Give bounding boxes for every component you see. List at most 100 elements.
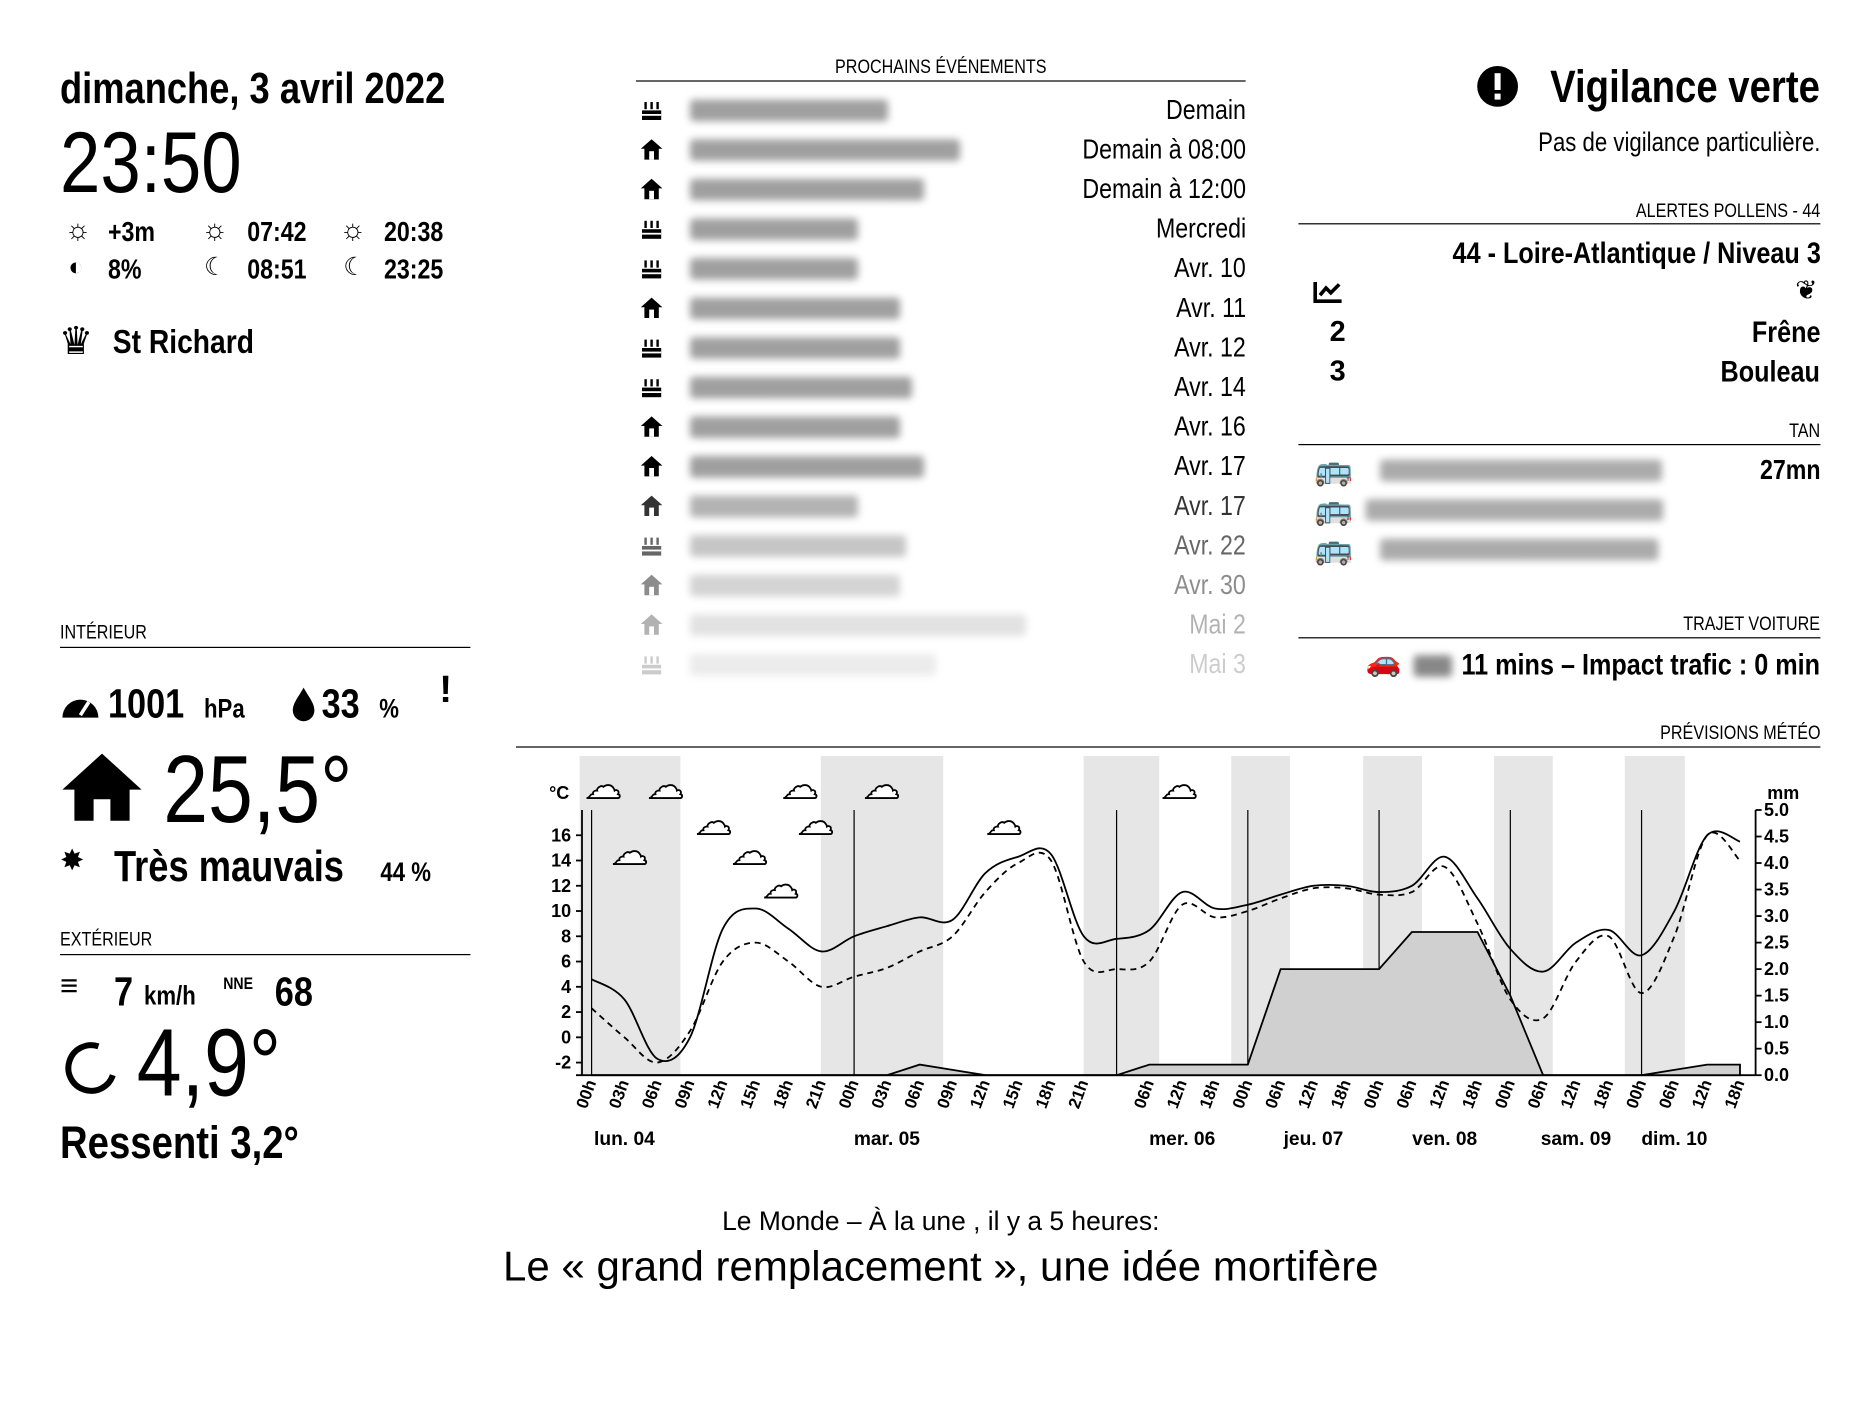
cake-icon — [642, 102, 662, 121]
house-icon — [640, 574, 663, 596]
air-quality-value: 44 % — [380, 856, 431, 887]
night-icon — [65, 1042, 116, 1094]
weather-icons-part: ☁ — [696, 801, 732, 842]
x-tick-label: 06h — [638, 1077, 666, 1111]
pressure: 1001 — [108, 681, 185, 728]
x-tick-label: 03h — [868, 1077, 896, 1111]
night-bands-part — [1083, 756, 1160, 1076]
weather-icons-part: ☁ — [612, 831, 648, 872]
blurred-text — [690, 139, 961, 161]
x-tick-label: 06h — [1655, 1077, 1683, 1111]
plant-icon: ❦ — [1795, 274, 1818, 305]
bus-icon: 🚌 — [1314, 490, 1353, 527]
y2-axis-unit: mm — [1767, 783, 1799, 803]
drop-icon — [292, 687, 315, 722]
x-tick-label: 18h — [1590, 1077, 1618, 1111]
x-tick-label: 06h — [1524, 1077, 1552, 1111]
house-icon-part — [640, 574, 663, 596]
weather-icons-part: ☁ — [798, 801, 834, 842]
chart-icon — [1313, 282, 1342, 304]
x-tick-label: 00h — [1229, 1077, 1257, 1111]
outdoor-temperature: 4,9° — [136, 1009, 282, 1116]
drop-icon-part — [292, 687, 315, 722]
house-icon — [640, 416, 663, 437]
y-tick-label: -2 — [555, 1053, 571, 1073]
cake-icon — [642, 537, 662, 556]
cake-icon-part — [644, 339, 647, 347]
section-title: PROCHAINS ÉVÉNEMENTS — [835, 57, 1047, 78]
divider — [636, 80, 1246, 82]
wind-icon: ≡ — [60, 967, 79, 1004]
house-icon-part — [649, 309, 654, 318]
x-tick-label: 18h — [1032, 1077, 1060, 1111]
event-date: Mercredi — [1155, 212, 1246, 244]
cake-icon-part — [650, 102, 653, 110]
event-date: Avr. 10 — [1173, 252, 1246, 284]
pollen-region: 44 - Loire-Atlantique / Niveau 3 — [1452, 236, 1821, 270]
wind-unit: km/h — [144, 980, 196, 1011]
weather-icons-part: ☁ — [732, 831, 768, 872]
alert: ! — [439, 667, 452, 711]
x-tick-label: 12h — [1688, 1077, 1716, 1111]
y-tick-label: 8 — [561, 926, 571, 946]
event-date: Mai 3 — [1188, 648, 1246, 680]
blurred-text — [690, 337, 901, 359]
cake-icon-part — [656, 260, 659, 268]
house-icon-part — [649, 428, 654, 437]
house-icon-part — [649, 151, 654, 160]
sunset: 20:38 — [384, 216, 444, 248]
house-icon-part — [640, 495, 663, 516]
bus-icon: 🚌 — [1314, 451, 1353, 488]
weather-icons-part: ☁ — [986, 801, 1022, 842]
blurred-text — [1413, 655, 1452, 677]
bus-icon: 🚌 — [1314, 530, 1353, 567]
house-icon — [640, 139, 663, 160]
x-tick-label: 09h — [671, 1077, 699, 1111]
y2-tick-label: 2.0 — [1764, 959, 1789, 979]
event-date: Demain — [1165, 93, 1246, 125]
temperature-line — [591, 830, 1741, 1063]
cake-icon-part — [644, 537, 647, 545]
y2-tick-label: 3.0 — [1764, 906, 1789, 926]
event-date: Avr. 22 — [1173, 529, 1246, 561]
departure-time: 27mn — [1759, 453, 1821, 485]
cake-icon-part — [642, 391, 662, 394]
cake-icon-part — [642, 114, 662, 116]
house-icon — [640, 614, 663, 635]
cake-icon-part — [644, 102, 647, 110]
event-date: Avr. 16 — [1173, 410, 1246, 442]
x-tick-label: 15h — [999, 1077, 1027, 1111]
cake-icon — [642, 339, 662, 358]
cake-icon-part — [656, 102, 659, 110]
house-icon — [640, 178, 663, 200]
sunrise: 07:42 — [247, 216, 307, 248]
x-tick-label: 21h — [802, 1077, 830, 1111]
cake-icon-part — [656, 656, 659, 664]
x-tick-label: 00h — [572, 1077, 600, 1111]
y2-tick-label: 4.0 — [1764, 853, 1789, 873]
section-title: TRAJET VOITURE — [1683, 614, 1821, 635]
wind-speed: 7 — [114, 969, 134, 1016]
weather-icons-part: ☁ — [1162, 765, 1198, 806]
weather-icons-part: ☁ — [782, 765, 818, 806]
indoor-temperature: 25,5° — [163, 735, 353, 843]
event-date: Avr. 17 — [1173, 489, 1246, 521]
house-icon-part — [640, 416, 663, 437]
event-date: Demain à 12:00 — [1081, 172, 1246, 205]
blurred-text — [1380, 459, 1663, 482]
x-tick-label: 12h — [704, 1077, 732, 1111]
cake-icon — [642, 260, 662, 279]
event-date: Avr. 11 — [1175, 291, 1246, 323]
clock: 23:50 — [60, 115, 242, 212]
cake-icon — [642, 656, 662, 675]
wind-direction: NNE — [223, 973, 253, 993]
house-icon — [640, 297, 663, 318]
day-label: mar. 05 — [854, 1129, 920, 1150]
day-label: mer. 06 — [1149, 1129, 1215, 1150]
house-icon-part — [62, 753, 142, 821]
x-tick-label: 06h — [1130, 1077, 1158, 1111]
air-quality: Très mauvais — [114, 841, 344, 891]
day-label: sam. 09 — [1541, 1129, 1611, 1150]
cake-icon — [642, 220, 662, 239]
